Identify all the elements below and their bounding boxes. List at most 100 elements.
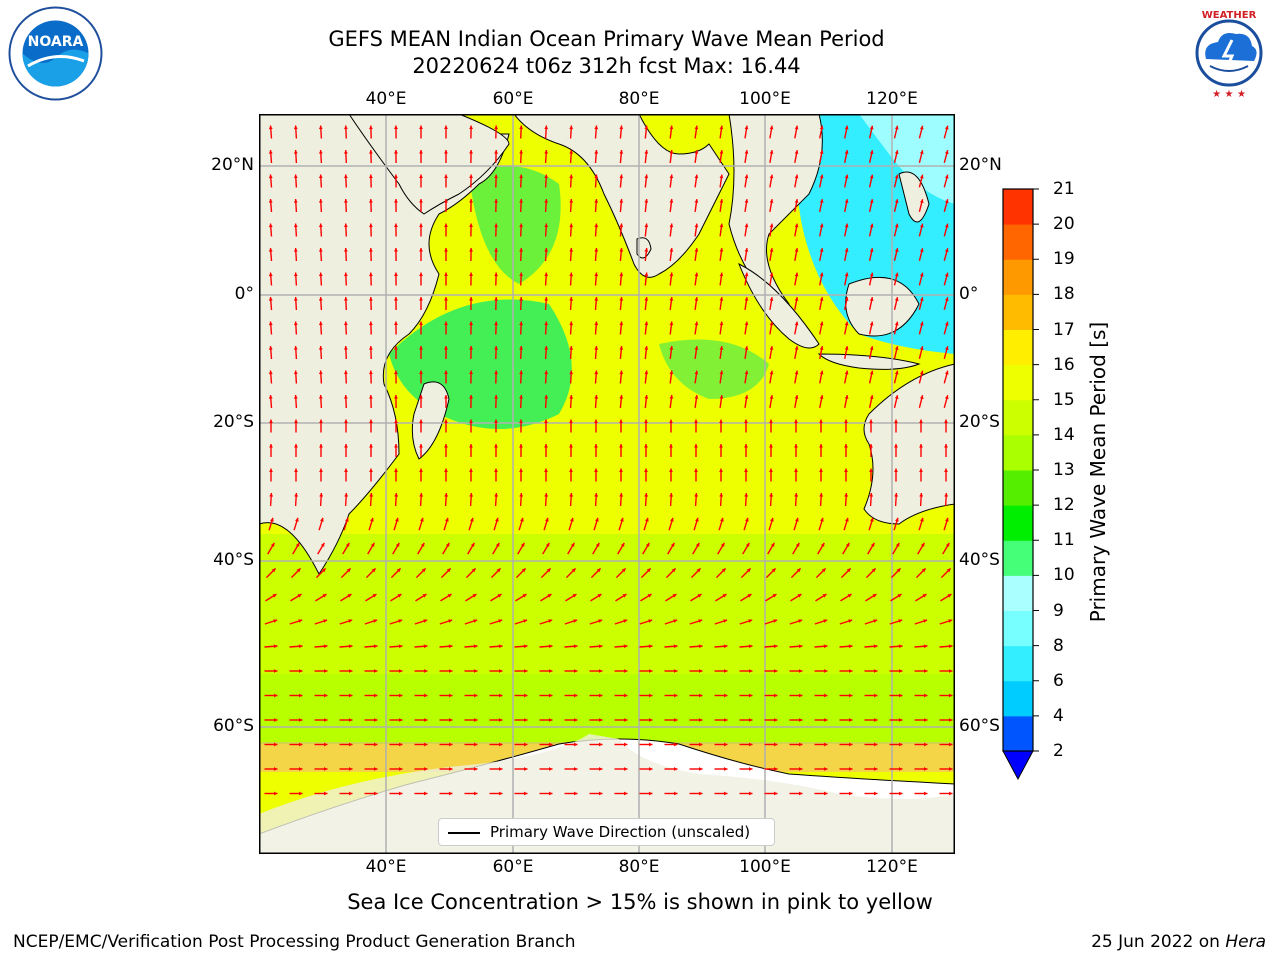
colorbar-segment: [1003, 399, 1033, 436]
wave-arrow-head: [924, 742, 928, 747]
wave-arrow-head: [395, 542, 400, 547]
wave-arrow-head: [574, 718, 578, 722]
wave-arrow-head: [899, 693, 903, 698]
wave-arrow-head: [369, 199, 373, 203]
wave-arrow-head: [344, 419, 348, 423]
wave-arrow-head: [423, 619, 428, 623]
wave-arrow-head: [349, 693, 353, 698]
colorbar-segment: [1003, 470, 1033, 506]
wave-arrow-head: [444, 419, 448, 423]
wave-arrow-head: [649, 693, 653, 698]
wave-arrow-head: [318, 297, 323, 301]
wave-arrow-head: [719, 272, 724, 277]
wave-arrow-head: [519, 370, 523, 375]
wave-arrow-head: [344, 174, 348, 179]
wave-arrow-head: [299, 718, 303, 722]
wave-arrow-head: [473, 619, 478, 623]
lon-tick-top-80: 80°E: [618, 89, 660, 109]
wave-arrow-head: [644, 150, 649, 154]
wave-arrow-head: [293, 248, 298, 252]
wave-arrow-head: [268, 272, 273, 277]
wave-arrow-head: [744, 174, 749, 179]
wave-arrow-head: [771, 568, 776, 573]
wave-arrow-head: [769, 321, 774, 326]
wave-arrow-head: [444, 297, 448, 301]
wave-arrow-head: [349, 742, 353, 747]
wave-arrow-head: [419, 174, 423, 178]
wave-arrow-head: [624, 669, 628, 673]
wave-arrow-head: [744, 370, 749, 375]
wave-arrow-head: [719, 321, 724, 326]
wave-arrow-head: [521, 568, 526, 573]
wave-arrow-head: [874, 742, 878, 747]
wave-arrow-head: [619, 272, 624, 277]
wave-arrow-head: [869, 272, 874, 277]
wave-arrow-head: [494, 419, 498, 423]
colorbar-segment: [1003, 645, 1033, 682]
wave-arrow-head: [849, 742, 853, 747]
wave-arrow-head: [724, 767, 728, 771]
wave-arrow-head: [419, 150, 423, 154]
wave-arrow-head: [944, 468, 948, 472]
wave-arrow-head: [723, 644, 728, 649]
wave-arrow-head: [320, 517, 324, 522]
wave-arrow-head: [444, 395, 448, 399]
wave-arrow-head: [472, 594, 477, 598]
wave-arrow-head: [870, 517, 874, 522]
wave-arrow-head: [399, 693, 403, 698]
wave-arrow-head: [899, 718, 903, 722]
wave-arrow-head: [819, 248, 824, 252]
wave-arrow-head: [369, 223, 373, 228]
wave-arrow-head: [271, 568, 276, 573]
wave-arrow-head: [594, 297, 599, 301]
wave-arrow-head: [869, 444, 873, 448]
wave-arrow-head: [719, 493, 724, 497]
wave-arrow-head: [799, 742, 803, 747]
wave-arrow-head: [848, 619, 853, 623]
wave-arrow-head: [420, 517, 424, 522]
wave-arrow-head: [744, 272, 749, 277]
wave-arrow-head: [374, 669, 378, 673]
wave-arrow-head: [794, 346, 799, 350]
wave-arrow-head: [794, 248, 799, 252]
wave-arrow-head: [669, 321, 674, 326]
wave-arrow-head: [444, 248, 448, 252]
wave-arrow-head: [544, 125, 549, 130]
wave-arrow-head: [594, 493, 599, 497]
wave-arrow-head: [624, 693, 628, 698]
wave-arrow-head: [293, 125, 298, 130]
wave-arrow-head: [398, 619, 403, 623]
wave-arrow-head: [644, 444, 648, 448]
wave-arrow-head: [794, 419, 798, 423]
wave-arrow-head: [744, 321, 749, 326]
wave-arrow-head: [623, 619, 628, 623]
wave-arrow-head: [672, 594, 677, 598]
wave-arrow-head: [524, 693, 528, 698]
wave-arrow-head: [944, 248, 949, 253]
wave-arrow-head: [720, 517, 724, 522]
wave-arrow-head: [274, 791, 278, 796]
colorbar-segment: [1003, 610, 1033, 647]
wave-arrow-head: [544, 395, 549, 399]
wave-arrow-head: [821, 568, 826, 573]
wave-arrow-head: [844, 346, 849, 350]
wave-arrow-head: [620, 542, 625, 547]
wave-arrow-head: [469, 395, 473, 399]
wave-arrow-head: [846, 568, 851, 573]
wave-arrow-head: [649, 742, 653, 747]
map-frame: [259, 114, 955, 854]
wave-arrow-head: [799, 791, 803, 796]
wave-arrow-head: [869, 248, 874, 252]
wave-arrow-head: [394, 150, 398, 154]
wave-arrow-head: [874, 718, 878, 722]
wave-arrow-head: [769, 419, 773, 423]
wave-arrow-head: [819, 174, 824, 179]
wave-arrow-head: [872, 594, 877, 598]
wave-arrow-head: [296, 568, 301, 573]
wave-arrow-head: [344, 395, 348, 399]
wave-arrow-head: [619, 248, 624, 252]
wave-arrow-head: [694, 248, 699, 252]
wave-arrow-head: [898, 644, 903, 649]
wave-arrow-head: [869, 419, 873, 423]
wave-arrow-head: [495, 517, 499, 522]
